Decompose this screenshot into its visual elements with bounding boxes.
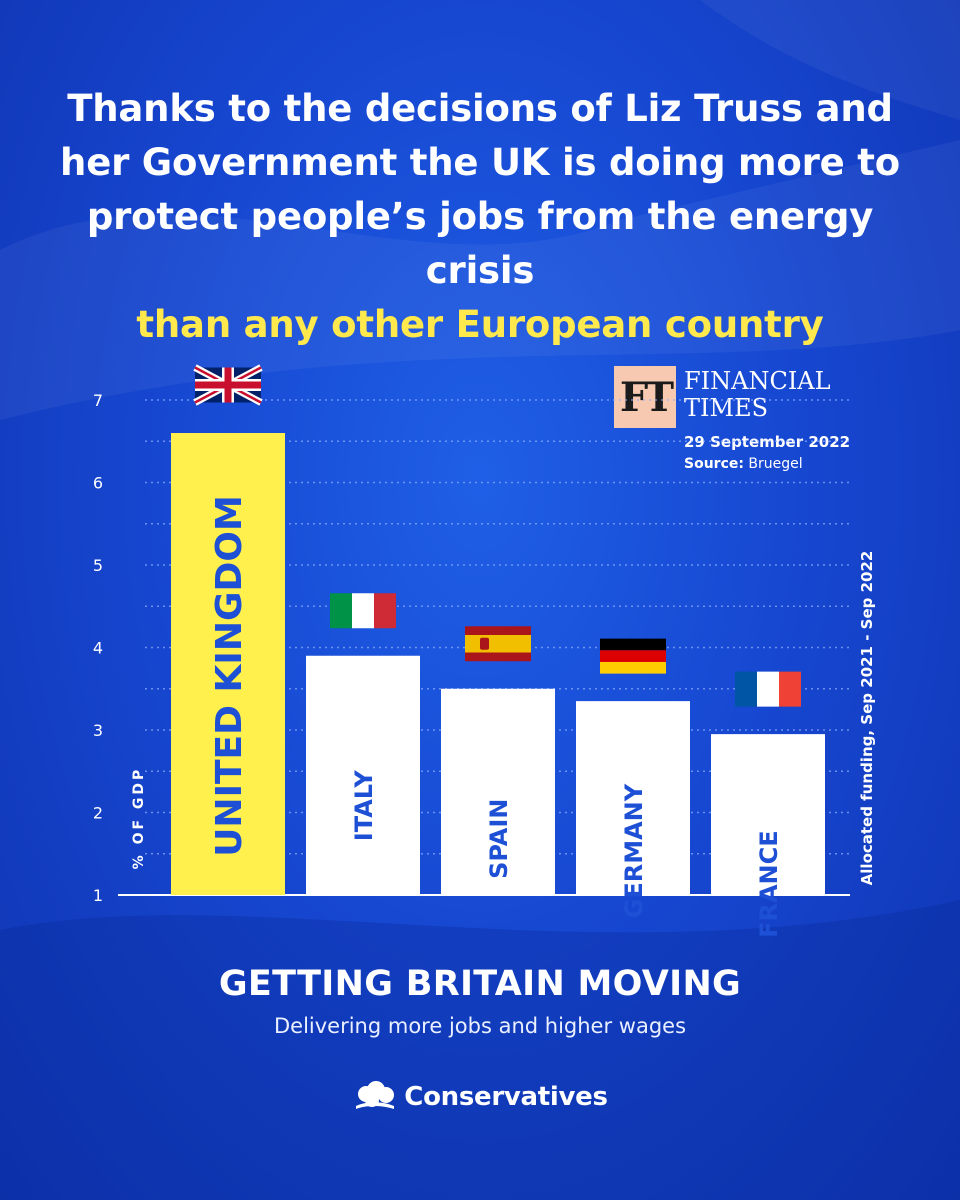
headline-line-2: her Government the UK is doing more to — [60, 141, 900, 184]
allocated-funding-label: Allocated funding, Sep 2021 - Sep 2022 — [858, 551, 876, 886]
tree-logo-icon — [356, 1081, 395, 1109]
ft-name-line-2: TIMES — [684, 394, 769, 422]
bar-label: FRANCE — [755, 830, 783, 938]
italy-flag-icon — [330, 593, 396, 629]
headline-line-1: Thanks to the decisions of Liz Truss and — [67, 87, 893, 130]
tagline: GETTING BRITAIN MOVING — [218, 964, 742, 1004]
headline-line-3: protect people’s jobs from the energy cr… — [86, 195, 874, 292]
ft-source-label: Source: — [684, 456, 744, 472]
ft-date: 29 September 2022 — [684, 433, 851, 451]
y-tick-label: 2 — [93, 804, 103, 823]
ft-name-line-1: FINANCIAL — [684, 367, 831, 395]
ft-source: Source: Bruegel — [684, 454, 803, 474]
bar-germany — [576, 701, 690, 895]
ft-name: FINANCIAL TIMES — [684, 368, 884, 422]
germany-flag-icon — [600, 638, 666, 674]
y-tick-label: 4 — [93, 639, 103, 658]
bar-label: UNITED KINGDOM — [209, 495, 250, 857]
y-tick-label: 6 — [93, 474, 103, 493]
y-tick-label: 3 — [93, 721, 103, 740]
bar-spain — [441, 688, 555, 895]
headline-highlight: than any other European country — [136, 303, 824, 346]
spain-flag-icon — [465, 626, 531, 662]
bar-label: SPAIN — [485, 799, 513, 879]
bar-label: ITALY — [350, 770, 378, 842]
uk-flag-icon — [193, 364, 263, 406]
ft-source-value: Bruegel — [748, 456, 803, 472]
bar-label: GERMANY — [620, 783, 648, 918]
bar-france — [711, 734, 825, 895]
france-flag-icon — [735, 671, 801, 707]
y-tick-label: 7 — [93, 391, 103, 410]
y-tick-label: 5 — [93, 556, 103, 575]
subline: Delivering more jobs and higher wages — [273, 1014, 687, 1038]
bar-italy — [306, 655, 420, 895]
y-tick-label: 1 — [93, 886, 103, 905]
brand: Conservatives — [0, 1080, 960, 1114]
bar-chart: 1 2 3 4 5 6 7 % OF GDP Allocated funding, Sep 20… — [93, 364, 876, 938]
y-axis-label: % OF GDP — [131, 767, 147, 870]
headline: Thanks to the decisions of Liz Truss and… — [30, 82, 930, 352]
brand-name: Conservatives — [404, 1082, 608, 1112]
ft-logo: FT — [614, 366, 676, 428]
bar-united-kingdom — [171, 433, 285, 895]
